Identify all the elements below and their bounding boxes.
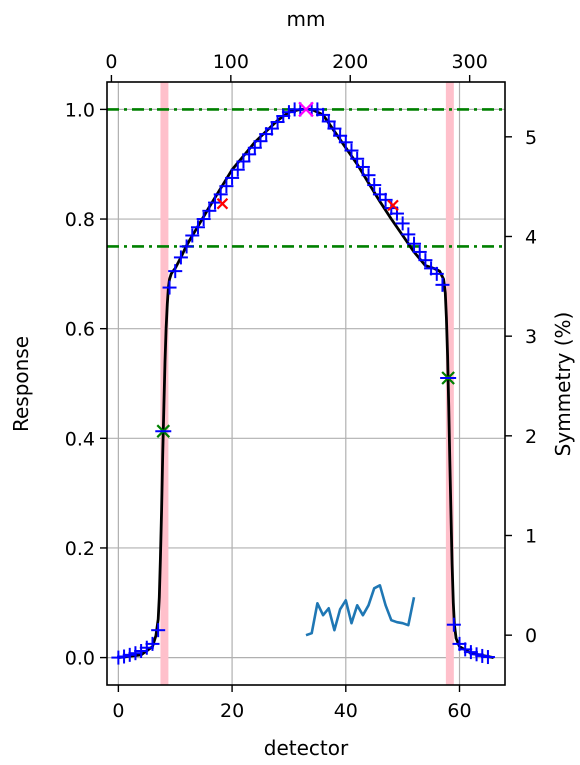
measured-point-6 <box>145 636 160 651</box>
measured-point-15 <box>202 203 217 218</box>
measured-point-45 <box>378 192 393 207</box>
x2-tick-label-3: 300 <box>452 51 488 73</box>
axis-ticks: 0 20 40 60 0.0 0.2 0.4 0.6 0.8 1.0 0 100 200 300 0 1 2 3 4… <box>65 51 537 722</box>
measured-point-41 <box>355 159 370 174</box>
measured-point-0 <box>111 650 126 665</box>
y2-tick-label-0: 0 <box>525 625 537 647</box>
measured-point-8 <box>162 280 177 295</box>
measured-point-59 <box>463 645 478 660</box>
measured-point-14 <box>196 212 211 227</box>
y-tick-label-4: 0.8 <box>65 209 95 231</box>
measured-point-39 <box>344 143 359 158</box>
edge-band-1 <box>445 82 454 685</box>
measured-point-62 <box>480 650 495 665</box>
y-tick-label-3: 0.6 <box>65 319 95 341</box>
measured-point-52 <box>418 253 433 268</box>
measured-point-22 <box>242 147 257 162</box>
measured-point-37 <box>333 128 348 143</box>
marker-80-0 <box>216 197 229 210</box>
x2-tick-label-2: 200 <box>332 51 368 73</box>
measured-point-50 <box>407 236 422 251</box>
measured-point-29 <box>281 105 296 120</box>
measured-point-55 <box>435 277 450 292</box>
data-series <box>107 101 505 665</box>
y-tick-label-0: 0.0 <box>65 648 95 670</box>
measured-point-21 <box>236 154 251 169</box>
x2-tick-label-0: 0 <box>105 51 117 73</box>
measured-point-26 <box>264 121 279 136</box>
plot-frame <box>106 81 506 686</box>
measured-point-16 <box>208 195 223 210</box>
measured-point-56 <box>446 617 461 632</box>
y2-tick-label-2: 2 <box>525 426 537 448</box>
measured-point-54 <box>429 266 444 281</box>
measured-point-9 <box>168 264 183 279</box>
measured-point-23 <box>247 140 262 155</box>
measured-point-49 <box>401 227 416 242</box>
measured-point-40 <box>350 151 365 166</box>
x-tick-label-2: 40 <box>334 700 358 722</box>
measured-point-27 <box>270 115 285 130</box>
measured-point-51 <box>412 244 427 259</box>
measured-point-3 <box>128 646 143 661</box>
x-tick-label-0: 0 <box>112 700 124 722</box>
y2-tick-label-4: 4 <box>525 226 537 248</box>
x-axis-label: detector <box>264 736 349 760</box>
x-tick-label-3: 60 <box>447 700 471 722</box>
symmetry-line <box>305 583 416 637</box>
half-max-marker-1 <box>440 371 457 385</box>
measured-point-58 <box>458 642 473 657</box>
y-tick-label-1: 0.2 <box>65 538 95 560</box>
measured-point-24 <box>253 134 268 149</box>
y2-tick-label-1: 1 <box>525 525 537 547</box>
measured-point-42 <box>361 168 376 183</box>
measured-point-18 <box>219 179 234 194</box>
measured-point-34 <box>316 107 331 122</box>
measured-point-19 <box>225 170 240 185</box>
measured-point-38 <box>338 135 353 150</box>
y2-tick-label-5: 5 <box>525 127 537 149</box>
measured-point-61 <box>475 648 490 663</box>
y-axis-label: Response <box>9 336 33 432</box>
measured-point-48 <box>395 216 410 231</box>
measured-point-20 <box>230 162 245 177</box>
measured-point-2 <box>122 647 137 662</box>
y2-axis-label: Symmetry (%) <box>551 312 575 457</box>
half-max-marker-0 <box>155 424 172 438</box>
y2-tick-label-3: 3 <box>525 326 537 348</box>
measured-point-43 <box>367 178 382 193</box>
x2-tick-label-1: 100 <box>213 51 249 73</box>
measured-point-4 <box>134 644 149 659</box>
x-tick-label-1: 20 <box>220 700 244 722</box>
y-tick-label-5: 1.0 <box>65 99 95 121</box>
measured-point-11 <box>179 239 194 254</box>
measured-point-35 <box>321 114 336 129</box>
measured-point-1 <box>117 649 132 664</box>
measured-point-17 <box>213 187 228 202</box>
measured-point-10 <box>173 250 188 265</box>
measured-point-13 <box>190 220 205 235</box>
y-tick-label-2: 0.4 <box>65 428 95 450</box>
marker-80-1 <box>387 199 399 212</box>
peak-marker <box>298 101 314 118</box>
measured-point-60 <box>469 647 484 662</box>
x2-axis-label: mm <box>287 7 326 31</box>
measured-point-7 <box>151 623 166 638</box>
measured-point-36 <box>327 121 342 136</box>
measured-point-12 <box>185 228 200 243</box>
